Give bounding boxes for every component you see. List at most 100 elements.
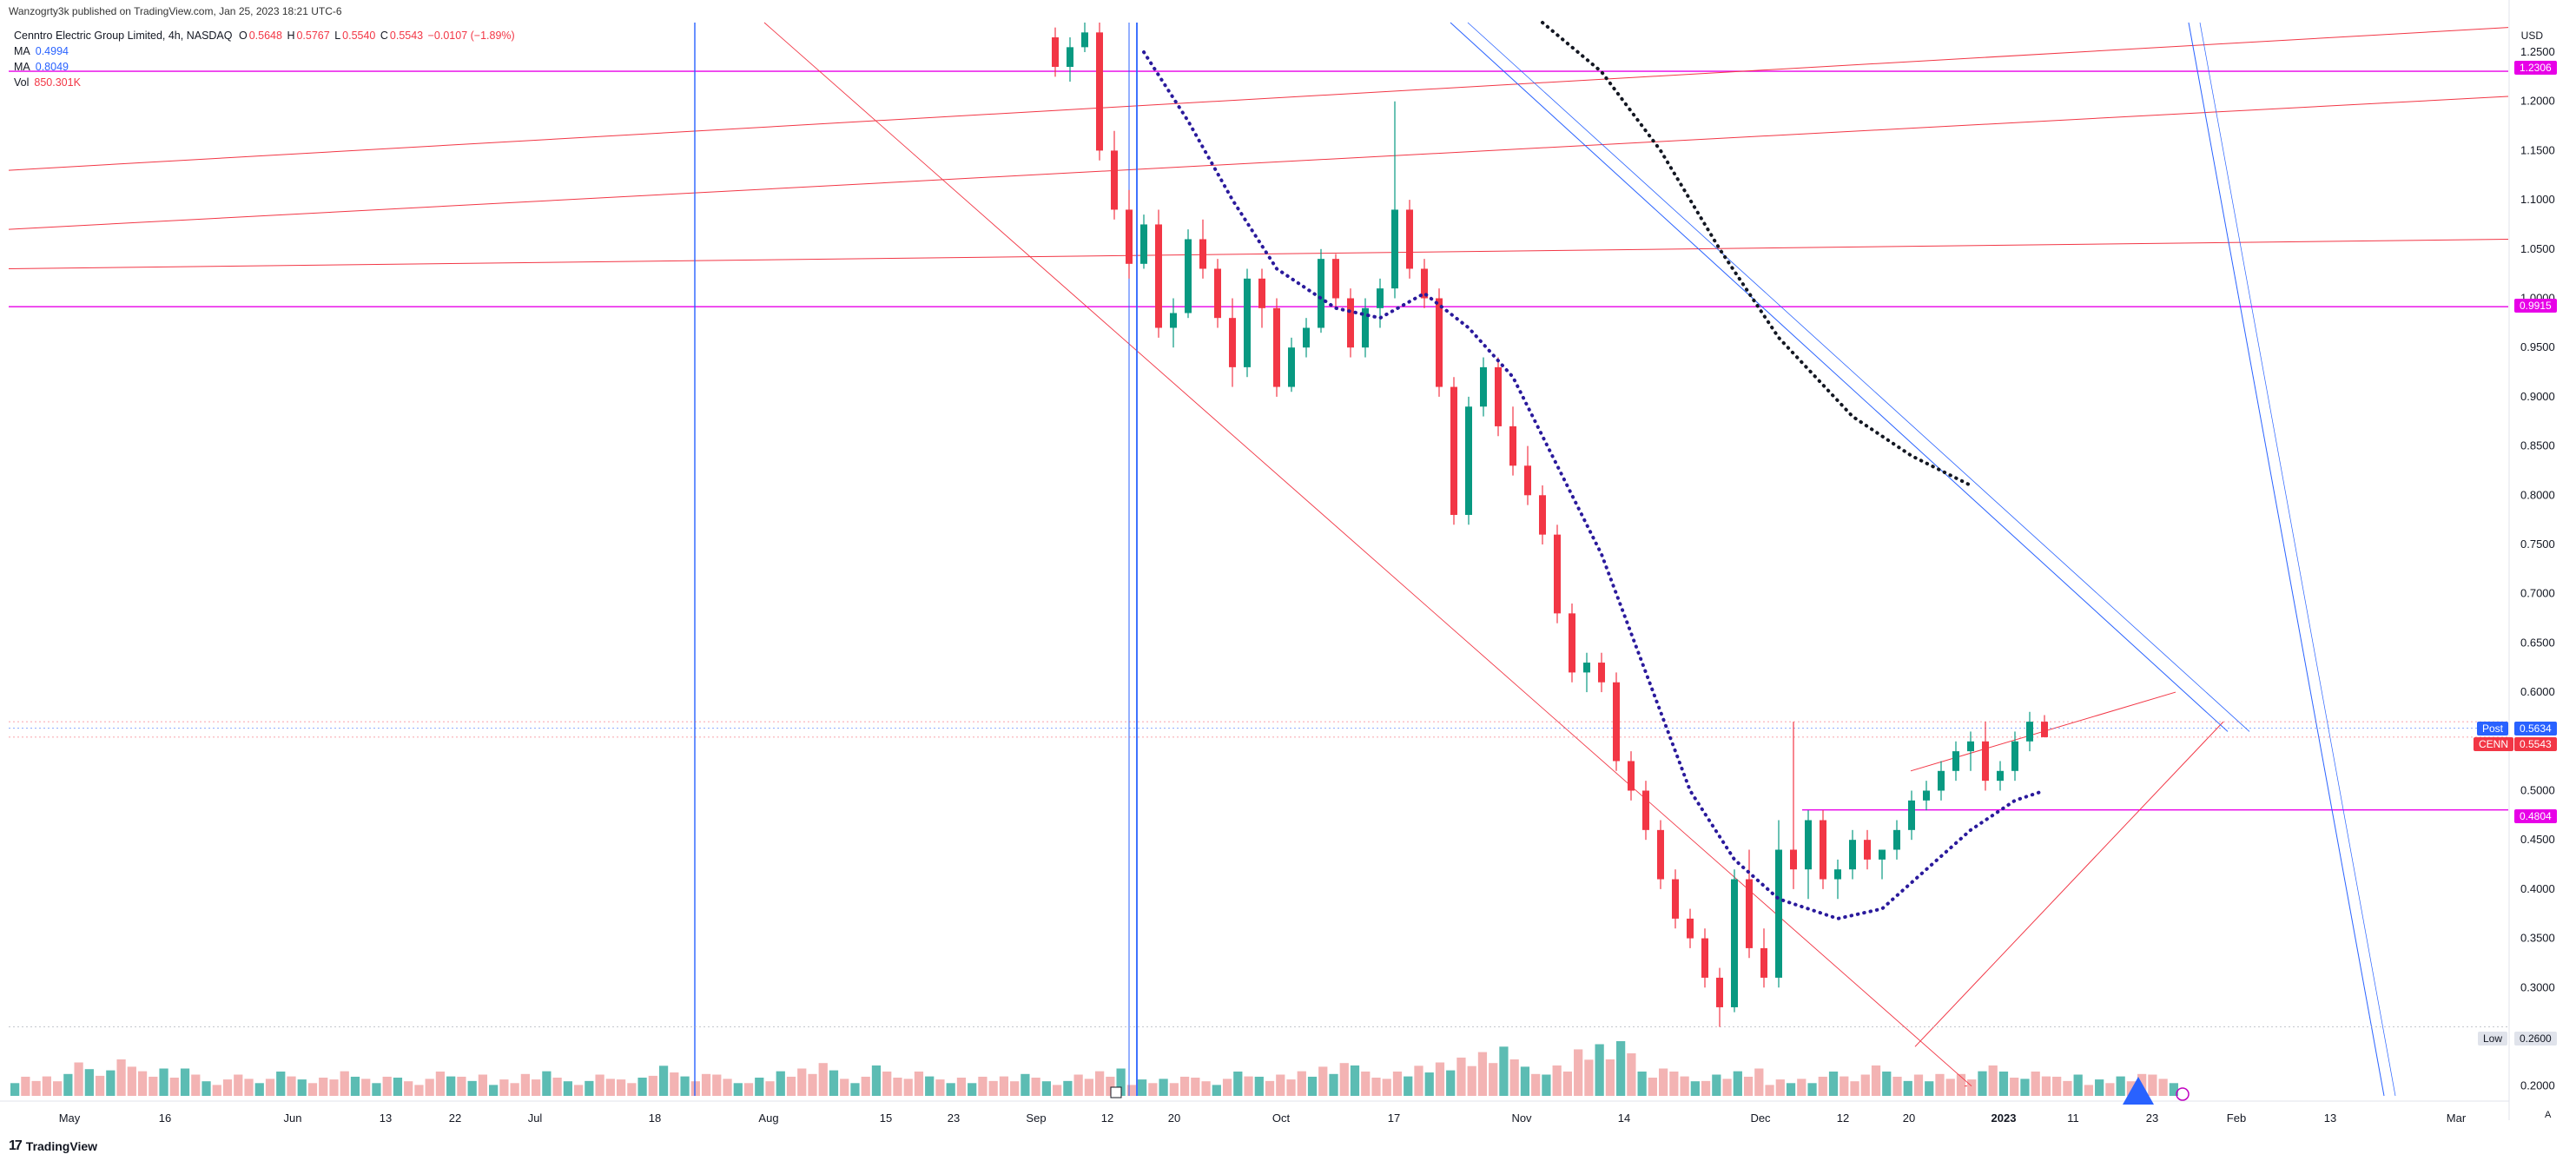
candle-body: [1111, 150, 1118, 210]
volume-bar: [1053, 1085, 1062, 1096]
ma1-label: MA: [14, 45, 30, 57]
volume-bar: [1595, 1044, 1604, 1096]
volume-bar: [446, 1076, 456, 1096]
volume-bar: [978, 1076, 987, 1096]
volume-bar: [127, 1066, 136, 1096]
candle-body: [1052, 37, 1059, 68]
x-tick-label: 2023: [1991, 1112, 2017, 1125]
candle-body: [1362, 307, 1369, 348]
volume-bar: [149, 1076, 158, 1096]
y-tick-label: 1.2500: [2520, 45, 2555, 58]
volume-bar: [733, 1083, 743, 1096]
candles: [1052, 23, 2048, 1027]
volume-bar: [1446, 1070, 1456, 1096]
volume-bar: [1276, 1074, 1285, 1096]
volume-bar: [1106, 1076, 1115, 1096]
candle-body: [1760, 947, 1767, 978]
y-tick-label: 0.4500: [2520, 833, 2555, 846]
volume-bar: [2148, 1074, 2157, 1096]
x-tick-label: May: [59, 1112, 81, 1125]
candle-body: [1805, 820, 1812, 870]
volume-bar: [1913, 1074, 1924, 1096]
volume-bars: [10, 1041, 2178, 1096]
volume-bar: [329, 1079, 339, 1096]
y-tick-label: 0.6000: [2520, 685, 2555, 698]
volume-bar: [808, 1073, 817, 1096]
volume-bar: [627, 1083, 637, 1096]
candle-body: [1952, 751, 1959, 771]
x-tick-label: 23: [948, 1112, 960, 1125]
brand-name: TradingView: [25, 1139, 98, 1153]
trendline-red-1: [8, 27, 2509, 171]
candle-body: [1155, 224, 1162, 328]
volume-bar: [723, 1079, 732, 1096]
y-tick-label: 0.9500: [2520, 340, 2555, 353]
candle-body: [1391, 209, 1398, 289]
auto-scale-button[interactable]: A: [2545, 1110, 2552, 1120]
volume-bar: [1754, 1068, 1764, 1096]
candle-body: [1436, 298, 1443, 387]
volume-bar: [244, 1079, 254, 1096]
volume-bar: [1840, 1076, 1849, 1096]
candle-body: [1598, 663, 1605, 683]
x-tick-label: Oct: [1272, 1112, 1291, 1125]
volume-bar: [180, 1068, 190, 1096]
volume-bar: [1254, 1076, 1264, 1096]
y-tick-label: 0.3500: [2520, 932, 2555, 945]
volume-bar: [840, 1079, 849, 1096]
volume-bar: [1648, 1078, 1657, 1096]
y-tick-label: 1.1000: [2520, 193, 2555, 206]
volume-bar: [1562, 1072, 1573, 1096]
trendline-red-6: [1914, 721, 2224, 1047]
volume-bar: [1892, 1076, 1902, 1096]
candle-body: [1628, 761, 1635, 791]
volume-bar: [489, 1085, 499, 1096]
earnings-triangle-icon: [2123, 1077, 2154, 1105]
candle-body: [1406, 209, 1413, 269]
volume-legend[interactable]: Vol 850.301K: [14, 75, 81, 90]
tradingview-logo[interactable]: 17 TradingView: [9, 1138, 97, 1154]
price-axis: 1.25001.20001.15001.10001.05001.00000.95…: [2508, 0, 2555, 1120]
volume-bar: [287, 1076, 296, 1096]
volume-bar: [658, 1065, 669, 1096]
volume-bar: [585, 1080, 594, 1096]
volume-bar: [2126, 1081, 2137, 1096]
volume-bar: [212, 1085, 221, 1096]
volume-bar: [871, 1065, 882, 1096]
volume-bar: [1542, 1074, 1551, 1096]
ma1-legend[interactable]: MA 0.4994: [14, 43, 69, 59]
candle-body: [1554, 534, 1561, 614]
x-tick-label: Jul: [528, 1112, 543, 1125]
volume-bar: [319, 1078, 328, 1096]
volume-bar: [2169, 1083, 2178, 1096]
volume-bar: [1350, 1065, 1360, 1096]
candle-body: [1790, 849, 1797, 870]
volume-bar: [637, 1078, 647, 1096]
x-tick-label: 20: [1903, 1112, 1915, 1125]
ma2-legend[interactable]: MA 0.8049: [14, 59, 69, 75]
low-label: L: [334, 30, 341, 42]
volume-bar: [1775, 1079, 1785, 1096]
candle-body: [1864, 840, 1871, 860]
volume-bar: [1084, 1079, 1093, 1096]
volume-bar: [52, 1081, 63, 1096]
volume-bar: [999, 1076, 1009, 1096]
volume-bar: [797, 1068, 807, 1096]
level-badge-3: 0.4804: [2514, 809, 2557, 823]
volume-bar: [1871, 1065, 1881, 1096]
high-label: H: [287, 30, 295, 42]
volume-bar: [893, 1078, 902, 1096]
volume-bar: [1828, 1072, 1839, 1096]
volume-bar: [382, 1076, 392, 1096]
y-tick-label: 0.8500: [2520, 439, 2555, 452]
volume-bar: [1179, 1076, 1190, 1096]
volume-bar: [1212, 1085, 1221, 1096]
volume-bar: [1998, 1072, 2009, 1096]
volume-bar: [1574, 1049, 1583, 1096]
volume-bar: [1925, 1081, 1934, 1096]
last-price-badge: 0.5543: [2514, 737, 2557, 751]
volume-bar: [1903, 1080, 1912, 1096]
volume-bar: [1297, 1071, 1306, 1096]
volume-bar: [106, 1070, 116, 1096]
